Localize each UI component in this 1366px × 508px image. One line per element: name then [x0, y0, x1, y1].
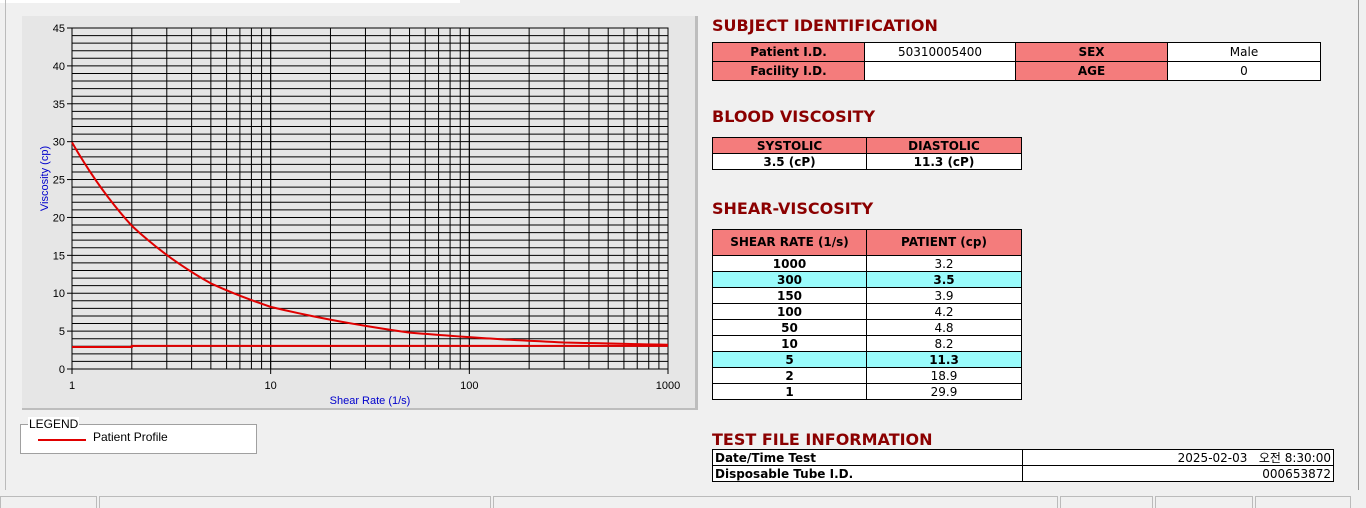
test-file-table: Date/Time Test 2025-02-03 오전 8:30:00 Disp… [712, 449, 1334, 482]
age-value: 0 [1167, 61, 1321, 81]
shear-rate-cell: 10 [712, 335, 867, 352]
x-tick-label: 100 [460, 380, 478, 392]
scrollbar[interactable] [1358, 0, 1360, 490]
subject-table: Patient I.D. 50310005400 SEX Male Facility … [712, 42, 1321, 81]
age-label: AGE [1015, 61, 1168, 81]
shear-rate-cell: 100 [712, 303, 867, 320]
x-tick-label: 1000 [656, 380, 680, 392]
shear-row: 50 4.8 [712, 319, 1022, 336]
patient-cp-cell: 29.9 [866, 383, 1022, 400]
x-tick-label: 1 [69, 380, 75, 392]
status-panel-5 [1155, 496, 1253, 508]
date-time-value: 2025-02-03 오전 8:30:00 [1022, 449, 1334, 466]
test-file-title: TEST FILE INFORMATION [712, 430, 933, 449]
patient-cp-cell: 18.9 [866, 367, 1022, 384]
date-time-label: Date/Time Test [712, 449, 1023, 466]
patient-cp-cell: 3.5 [866, 271, 1022, 288]
facility-id-value [864, 61, 1016, 81]
y-tick-label: 10 [53, 288, 65, 300]
status-panel-2 [99, 496, 491, 508]
shear-row: 100 4.2 [712, 303, 1022, 320]
y-tick-label: 35 [53, 99, 65, 111]
shear-rate-cell: 1 [712, 383, 867, 400]
shear-rate-cell: 5 [712, 351, 867, 368]
shear-row: 1000 3.2 [712, 255, 1022, 272]
shear-row: 5 11.3 [712, 351, 1022, 368]
shear-rate-header: SHEAR RATE (1/s) [712, 229, 867, 256]
y-tick-label: 0 [59, 364, 65, 376]
status-panel-1 [0, 496, 97, 508]
subject-title: SUBJECT IDENTIFICATION [712, 16, 938, 35]
shear-row: 10 8.2 [712, 335, 1022, 352]
patient-id-value: 50310005400 [864, 42, 1016, 62]
shear-rate-cell: 50 [712, 319, 867, 336]
y-tick-label: 15 [53, 250, 65, 262]
legend-title: LEGEND [28, 417, 80, 431]
shear-row: 1 29.9 [712, 383, 1022, 400]
x-tick-label: 10 [265, 380, 277, 392]
legend-label: Patient Profile [93, 430, 168, 444]
y-tick-label: 40 [53, 61, 65, 73]
patient-cp-cell: 3.2 [866, 255, 1022, 272]
diastolic-label: DIASTOLIC [866, 137, 1022, 154]
plot-area [71, 27, 669, 370]
tube-id-label: Disposable Tube I.D. [712, 465, 1023, 482]
viscosity-chart: 0 5 10 15 20 25 30 35 40 45 1 10 100 1000 Shear Rate (… [39, 23, 680, 407]
legend-line-swatch [38, 439, 86, 441]
baseline-line [72, 344, 668, 349]
shear-rate-cell: 2 [712, 367, 867, 384]
patient-profile-line [71, 141, 669, 346]
y-tick-label: 20 [53, 212, 65, 224]
diastolic-value: 11.3 (cP) [866, 153, 1022, 170]
patient-id-label: Patient I.D. [712, 42, 865, 62]
left-border [5, 0, 7, 490]
systolic-value: 3.5 (cP) [712, 153, 867, 170]
patient-cp-cell: 4.8 [866, 319, 1022, 336]
shear-viscosity-table: SHEAR RATE (1/s) PATIENT (cp) 1000 3.2 300 3… [712, 229, 1022, 400]
blood-viscosity-title: BLOOD VISCOSITY [712, 107, 876, 126]
tube-id-value: 000653872 [1022, 465, 1334, 482]
status-panel-6 [1255, 496, 1351, 508]
shear-row: 2 18.9 [712, 367, 1022, 384]
shear-row: 150 3.9 [712, 287, 1022, 304]
sex-label: SEX [1015, 42, 1168, 62]
legend: LEGEND Patient Profile [20, 417, 257, 454]
y-tick-label: 30 [53, 137, 65, 149]
top-bar [0, 0, 460, 3]
y-tick-label: 5 [59, 326, 65, 338]
shear-rate-cell: 1000 [712, 255, 867, 272]
facility-id-label: Facility I.D. [712, 61, 865, 81]
systolic-label: SYSTOLIC [712, 137, 867, 154]
patient-cp-cell: 3.9 [866, 287, 1022, 304]
blood-viscosity-table: SYSTOLIC DIASTOLIC 3.5 (cP) 11.3 (cP) [712, 137, 1022, 170]
shear-rate-cell: 150 [712, 287, 867, 304]
x-axis-label: Shear Rate (1/s) [330, 395, 411, 407]
viscosity-chart-panel: 0 5 10 15 20 25 30 35 40 45 1 10 100 1000 Shear Rate (… [22, 16, 698, 410]
shear-viscosity-title: SHEAR-VISCOSITY [712, 199, 874, 218]
status-panel-4 [1060, 496, 1153, 508]
y-tick-label: 25 [53, 175, 65, 187]
patient-cp-cell: 11.3 [866, 351, 1022, 368]
y-axis-label: Viscosity (cp) [39, 146, 51, 211]
status-panel-3 [493, 496, 1058, 508]
y-tick-label: 45 [53, 23, 65, 35]
shear-rate-cell: 300 [712, 271, 867, 288]
patient-cp-header: PATIENT (cp) [866, 229, 1022, 256]
shear-row: 300 3.5 [712, 271, 1022, 288]
sex-value: Male [1167, 42, 1321, 62]
patient-cp-cell: 8.2 [866, 335, 1022, 352]
patient-cp-cell: 4.2 [866, 303, 1022, 320]
